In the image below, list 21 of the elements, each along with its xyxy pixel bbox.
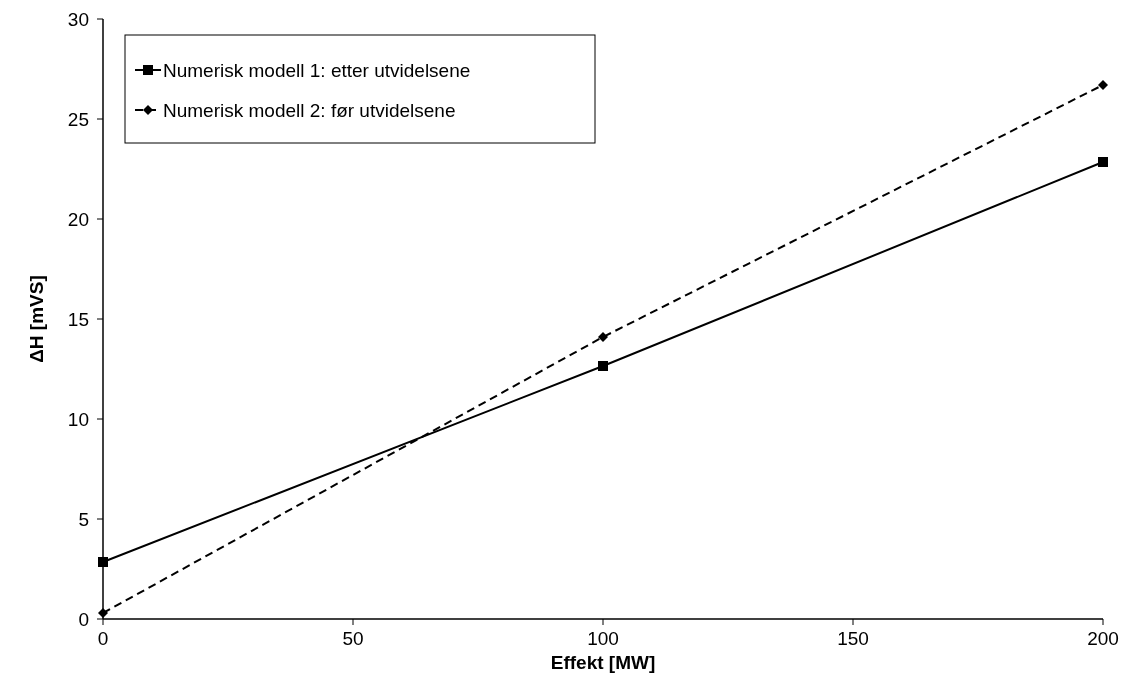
y-tick-label: 0 xyxy=(78,609,89,630)
legend-label: Numerisk modell 2: før utvidelsene xyxy=(163,100,456,121)
y-axis-title: ΔH [mVS] xyxy=(26,275,47,363)
x-tick-label: 100 xyxy=(587,628,619,649)
legend-label: Numerisk modell 1: etter utvidelsene xyxy=(163,60,471,81)
x-tick-label: 0 xyxy=(97,628,109,649)
y-tick-label: 5 xyxy=(78,509,89,530)
x-tick-label: 50 xyxy=(342,628,364,649)
point xyxy=(598,332,608,342)
point xyxy=(1098,157,1108,167)
point xyxy=(98,557,108,567)
y-tick-label: 10 xyxy=(67,409,89,430)
y-tick-label: 30 xyxy=(67,9,89,30)
x-tick-label: 150 xyxy=(837,628,869,649)
y-tick-label: 25 xyxy=(67,109,89,130)
y-tick-label: 20 xyxy=(67,209,89,230)
point xyxy=(598,361,608,371)
point xyxy=(1098,80,1108,90)
y-tick-label: 15 xyxy=(67,309,89,330)
x-tick-label: 200 xyxy=(1087,628,1119,649)
x-axis-title: Effekt [MW] xyxy=(550,652,656,673)
